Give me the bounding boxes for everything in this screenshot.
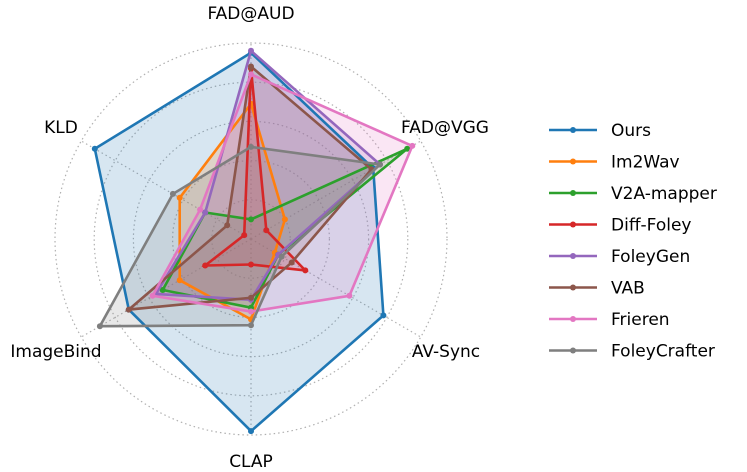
- series-point-vab-4: [248, 294, 254, 301]
- legend-swatch-marker: [570, 127, 576, 133]
- axis-label-clap: CLAP: [229, 452, 273, 472]
- grid-spoke-5: [80, 238, 252, 338]
- series-point-foleycrafter-6: [169, 190, 176, 197]
- legend-swatch-marker: [570, 253, 576, 259]
- legend-swatch-marker: [570, 347, 576, 354]
- series-point-vab-1: [248, 63, 254, 70]
- legend-item-diff-foley: Diff-Foley: [549, 216, 691, 236]
- legend-label: FoleyGen: [611, 247, 690, 267]
- legend-label: Diff-Foley: [611, 216, 691, 236]
- legend: Ours Im2Wav V2A-mapper Diff-Foley FoleyGen VA…: [549, 121, 717, 362]
- series-point-frieren-1: [248, 71, 254, 78]
- series-lines: [91, 47, 416, 435]
- series-point-foleycrafter-1: [248, 143, 254, 150]
- legend-item-vab: VAB: [549, 279, 645, 299]
- grid-spoke-2: [250, 140, 422, 240]
- series-point-frieren-4: [248, 308, 254, 315]
- series-point-vab-5: [125, 306, 132, 313]
- legend-label: Ours: [611, 121, 651, 141]
- legend-item-foleycrafter: FoleyCrafter: [549, 342, 715, 362]
- series-point-frieren-6: [197, 206, 204, 213]
- legend-label: Frieren: [611, 310, 670, 330]
- series-point-im2wav-2: [281, 216, 288, 223]
- axis-label-av-sync: AV-Sync: [412, 342, 480, 362]
- series-point-diff-foley-3: [302, 267, 309, 274]
- legend-swatch-marker: [570, 190, 576, 196]
- series-point-foleycrafter-5: [96, 323, 103, 330]
- axis-labels: FAD@AUD FAD@VGG AV-Sync CLAP ImageBind KLD: [10, 4, 489, 472]
- legend-item-im2wav: Im2Wav: [549, 153, 680, 173]
- series-fill-frieren: [152, 74, 413, 312]
- series-point-frieren-3: [346, 292, 353, 299]
- legend-item-foleygen: FoleyGen: [549, 247, 690, 267]
- series-point-diff-foley-2: [263, 227, 270, 234]
- legend-label: VAB: [611, 279, 645, 299]
- legend-label: FoleyCrafter: [611, 342, 715, 362]
- axis-label-imagebind: ImageBind: [10, 342, 101, 362]
- legend-swatch-marker: [570, 221, 576, 228]
- series-fill-diff-foley: [205, 68, 306, 271]
- legend-swatch-marker: [570, 158, 576, 165]
- series-point-ours-4: [248, 428, 254, 435]
- series-point-v2a-mapper-2: [404, 145, 411, 152]
- series-fill-v2a-mapper: [162, 148, 408, 308]
- series-point-diff-foley-4: [248, 261, 254, 268]
- series-point-foleygen-1: [248, 47, 254, 54]
- series-fill-vab: [128, 66, 372, 310]
- series-point-im2wav-6: [176, 194, 183, 201]
- series-point-foleycrafter-4: [248, 322, 254, 329]
- legend-item-ours: Ours: [549, 121, 651, 141]
- series-point-im2wav-5: [176, 277, 183, 284]
- grid-ring-5: [54, 42, 448, 436]
- axis-label-fad-vgg: FAD@VGG: [401, 118, 489, 138]
- series-point-foleygen-6: [202, 209, 209, 216]
- axis-label-fad-aud: FAD@AUD: [207, 4, 294, 24]
- legend-label: V2A-mapper: [611, 184, 717, 204]
- series-point-frieren-2: [409, 142, 416, 149]
- series-point-foleycrafter-2: [377, 161, 383, 168]
- series-point-vab-3: [288, 259, 295, 266]
- axis-label-kld: KLD: [44, 118, 78, 138]
- series-point-diff-foley-6: [241, 232, 248, 239]
- series-point-v2a-mapper-5: [159, 287, 166, 293]
- series-point-ours-3: [380, 312, 387, 319]
- legend-swatch-marker: [570, 316, 576, 322]
- legend-item-v2a-mapper: V2A-mapper: [549, 184, 717, 204]
- series-fill-ours: [94, 52, 384, 432]
- series-point-vab-6: [224, 222, 231, 229]
- legend-swatch-marker: [570, 284, 576, 291]
- legend-label: Im2Wav: [611, 153, 680, 173]
- legend-item-frieren: Frieren: [549, 310, 670, 330]
- series-point-diff-foley-5: [202, 262, 209, 269]
- series-point-ours-6: [91, 145, 98, 152]
- series-point-foleycrafter-3: [278, 253, 285, 260]
- grid-spoke-6: [80, 140, 252, 240]
- series-point-frieren-5: [149, 292, 156, 299]
- series-point-v2a-mapper-1: [248, 216, 254, 223]
